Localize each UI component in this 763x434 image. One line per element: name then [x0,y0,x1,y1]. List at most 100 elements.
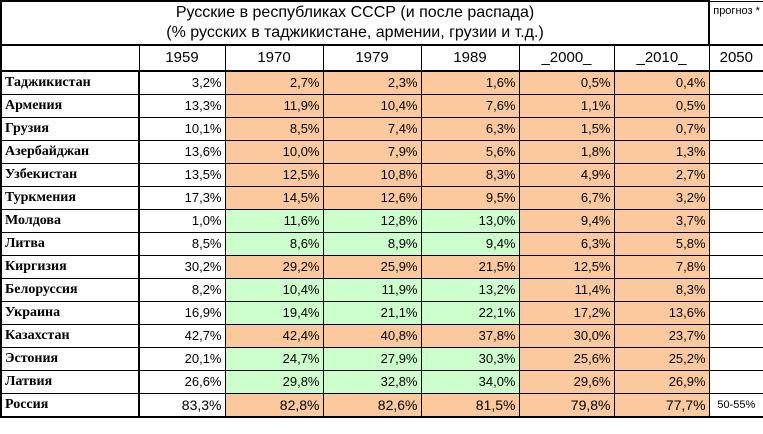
year-header: 1979 [322,44,422,72]
forecast-cell: 50-55% [708,393,763,418]
percent-cell: 7,4% [322,117,422,141]
country-name: Эстония [0,347,140,371]
forecast-cell [708,163,763,187]
forecast-cell [708,140,763,164]
country-name: Таджикистан [0,70,140,95]
country-name: Туркмения [0,186,140,210]
year-header: 2050 [708,44,763,72]
table-row: Узбекистан 13,5% 12,5% 10,8% 8,3% 4,9% 2,7% [0,163,763,187]
corner-cell [0,44,140,72]
percent-cell: 11,9% [322,278,422,302]
country-name: Латвия [0,370,140,394]
table-title: Русские в республиках СССР (и после расп… [0,0,711,46]
percent-cell: 1,5% [518,117,615,141]
country-name: Молдова [0,209,140,233]
percent-cell: 34,0% [420,370,520,394]
percent-cell: 9,4% [518,209,615,233]
percent-cell: 29,8% [224,370,324,394]
country-name: Армения [0,94,140,118]
percent-cell: 32,8% [322,370,422,394]
forecast-cell [708,301,763,325]
percent-cell: 10,1% [138,117,226,141]
table-row: Казахстан 42,7% 42,4% 40,8% 37,8% 30,0% 23,7% [0,324,763,348]
country-name: Россия [0,393,140,418]
table-row: Туркмения 17,3% 14,5% 12,6% 9,5% 6,7% 3,2% [0,186,763,210]
table-row: Азербайджан 13,6% 10,0% 7,9% 5,6% 1,8% 1,3% [0,140,763,164]
percent-cell: 0,4% [613,70,710,95]
percent-cell: 13,5% [138,163,226,187]
percent-cell: 37,8% [420,324,520,348]
percent-cell: 6,3% [518,232,615,256]
table-row: Армения 13,3% 11,9% 10,4% 7,6% 1,1% 0,5% [0,94,763,118]
percent-cell: 1,3% [613,140,710,164]
percent-cell: 10,8% [322,163,422,187]
percent-cell: 8,6% [224,232,324,256]
year-header: _2000_ [518,44,615,72]
percent-cell: 40,8% [322,324,422,348]
percent-cell: 30,0% [518,324,615,348]
table-row: Таджикистан 3,2% 2,7% 2,3% 1,6% 0,5% 0,4% [0,70,763,95]
forecast-cell [708,347,763,371]
percent-cell: 3,2% [138,70,226,95]
country-name: Украина [0,301,140,325]
percent-cell: 7,9% [322,140,422,164]
percent-cell: 29,6% [518,370,615,394]
percent-cell: 1,8% [518,140,615,164]
percent-cell: 8,3% [613,278,710,302]
forecast-cell [708,370,763,394]
table-row: Украина 16,9% 19,4% 21,1% 22,1% 17,2% 13,6% [0,301,763,325]
table-row: Литва 8,5% 8,6% 8,9% 9,4% 6,3% 5,8% [0,232,763,256]
percent-cell: 8,5% [138,232,226,256]
percent-cell: 82,6% [322,393,422,418]
percent-cell: 26,6% [138,370,226,394]
percent-cell: 17,3% [138,186,226,210]
percent-cell: 79,8% [518,393,615,418]
country-name: Белоруссия [0,278,140,302]
table-row: Киргизия 30,2% 29,2% 25,9% 21,5% 12,5% 7,8% [0,255,763,279]
percent-cell: 7,8% [613,255,710,279]
percent-cell: 1,0% [138,209,226,233]
percent-cell: 8,3% [420,163,520,187]
percent-cell: 82,8% [224,393,324,418]
year-header-row: 1959 1970 1979 1989 _2000_ _2010_ 2050 [0,44,763,72]
percent-cell: 10,4% [322,94,422,118]
percent-cell: 0,5% [613,94,710,118]
forecast-cell [708,255,763,279]
percent-cell: 30,2% [138,255,226,279]
percent-cell: 10,4% [224,278,324,302]
percent-cell: 8,5% [224,117,324,141]
percent-cell: 25,2% [613,347,710,371]
forecast-cell [708,209,763,233]
percent-cell: 22,1% [420,301,520,325]
percent-cell: 13,2% [420,278,520,302]
percent-cell: 27,9% [322,347,422,371]
forecast-cell [708,278,763,302]
percent-cell: 9,5% [420,186,520,210]
percent-cell: 5,8% [613,232,710,256]
table-row: Россия 83,3% 82,8% 82,6% 81,5% 79,8% 77,7% 50-5… [0,393,763,418]
forecast-cell [708,186,763,210]
year-header: 1970 [224,44,324,72]
country-name: Узбекистан [0,163,140,187]
title-line-1: Русские в республиках СССР (и после расп… [175,4,535,21]
percent-cell: 77,7% [613,393,710,418]
country-name: Грузия [0,117,140,141]
percent-cell: 20,1% [138,347,226,371]
percent-cell: 42,4% [224,324,324,348]
table-row: Белоруссия 8,2% 10,4% 11,9% 13,2% 11,4% 8,3% [0,278,763,302]
country-name: Киргизия [0,255,140,279]
percent-cell: 8,2% [138,278,226,302]
percent-cell: 2,7% [613,163,710,187]
percent-cell: 2,7% [224,70,324,95]
percent-cell: 1,1% [518,94,615,118]
percent-cell: 8,9% [322,232,422,256]
percent-cell: 81,5% [420,393,520,418]
forecast-cell [708,324,763,348]
percent-cell: 14,5% [224,186,324,210]
country-name: Литва [0,232,140,256]
percent-cell: 11,6% [224,209,324,233]
percent-cell: 24,7% [224,347,324,371]
percent-cell: 13,6% [613,301,710,325]
country-name: Азербайджан [0,140,140,164]
percent-cell: 5,6% [420,140,520,164]
